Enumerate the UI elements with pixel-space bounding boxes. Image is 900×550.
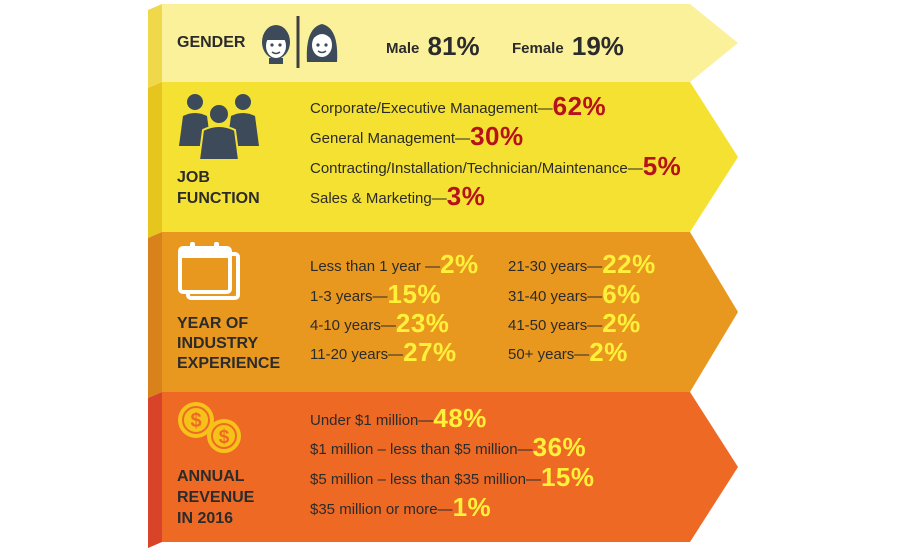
- left-edge-revenue: [148, 392, 162, 548]
- revenue-item-value: 48%: [433, 403, 487, 433]
- revenue-heading-line2: REVENUE: [177, 489, 255, 506]
- experience-item-label: Less than 1 year —: [310, 258, 441, 275]
- experience-item: 21-30 years—22%: [508, 251, 656, 277]
- experience-item-value: 2%: [602, 308, 641, 338]
- left-edge-gender: [148, 4, 162, 88]
- experience-heading-line2: INDUSTRY: [177, 335, 259, 352]
- experience-item-label: 41-50 years—: [508, 317, 603, 334]
- experience-item: 4-10 years—23%: [310, 310, 449, 336]
- experience-item-label: 31-40 years—: [508, 288, 603, 305]
- experience-heading-line1: YEAR OF: [177, 315, 249, 332]
- experience-item-label: 21-30 years—: [508, 258, 603, 275]
- revenue-item: $5 million – less than $35 million—15%: [310, 464, 595, 490]
- experience-item: 41-50 years—2%: [508, 310, 641, 336]
- female-face-icon: [306, 24, 338, 62]
- revenue-item-value: 36%: [532, 432, 587, 462]
- revenue-item-value: 15%: [540, 462, 595, 492]
- coins-icon: $ $: [178, 402, 241, 453]
- experience-heading-line3: EXPERIENCE: [177, 355, 281, 372]
- job-heading-line2: FUNCTION: [177, 190, 260, 207]
- left-edge-experience: [148, 232, 162, 398]
- experience-item: 1-3 years—15%: [310, 281, 441, 307]
- job-item-label: General Management—: [310, 130, 471, 147]
- experience-band: [162, 232, 738, 392]
- male-value: 81%: [427, 31, 480, 61]
- job-band: [162, 82, 738, 232]
- revenue-item: $35 million or more—1%: [310, 494, 491, 520]
- experience-item: 11-20 years—27%: [310, 339, 457, 365]
- revenue-item-label: $35 million or more—: [310, 501, 453, 518]
- experience-item-value: 2%: [440, 249, 479, 279]
- job-item-label: Corporate/Executive Management—: [310, 100, 553, 117]
- job-item-value: 5%: [642, 151, 682, 181]
- female-label: Female: [512, 40, 564, 57]
- job-item-value: 62%: [552, 91, 607, 121]
- job-item-value: 3%: [446, 181, 486, 211]
- female-value: 19%: [571, 31, 624, 61]
- revenue-item-value: 1%: [452, 492, 492, 522]
- revenue-item: Under $1 million—48%: [310, 405, 487, 431]
- experience-item-value: 23%: [395, 308, 450, 338]
- revenue-item-label: $5 million – less than $35 million—: [310, 471, 541, 488]
- job-item: Contracting/Installation/Technician/Main…: [310, 153, 681, 179]
- experience-item-value: 6%: [602, 279, 641, 309]
- experience-item: 50+ years—2%: [508, 339, 628, 365]
- job-item: General Management—30%: [310, 123, 524, 149]
- job-item-label: Sales & Marketing—: [310, 190, 447, 207]
- experience-item-value: 27%: [403, 337, 457, 367]
- people-group-icon: [179, 94, 259, 160]
- female-stat: Female 19%: [512, 31, 624, 62]
- job-item-value: 30%: [470, 121, 524, 151]
- job-item: Sales & Marketing—3%: [310, 183, 485, 209]
- revenue-item-label: Under $1 million—: [310, 412, 434, 429]
- svg-text:$: $: [190, 410, 201, 432]
- experience-item-value: 15%: [387, 279, 442, 309]
- left-edge-job: [148, 82, 162, 238]
- experience-item-label: 11-20 years—: [310, 346, 404, 363]
- job-item-label: Contracting/Installation/Technician/Main…: [310, 160, 643, 177]
- experience-item-label: 4-10 years—: [310, 317, 396, 334]
- experience-item: Less than 1 year —2%: [310, 251, 479, 277]
- experience-item-label: 1-3 years—: [310, 288, 388, 305]
- gender-band: [162, 4, 738, 82]
- svg-text:$: $: [219, 427, 230, 448]
- male-label: Male: [386, 40, 420, 57]
- calendar-icon: [178, 242, 240, 300]
- experience-item-value: 2%: [589, 337, 628, 367]
- male-face-icon: [262, 25, 290, 64]
- experience-item: 31-40 years—6%: [508, 281, 641, 307]
- experience-item-value: 22%: [602, 249, 656, 279]
- revenue-item-label: $1 million – less than $5 million—: [310, 441, 533, 458]
- job-heading-line1: JOB: [177, 169, 210, 186]
- revenue-band: [162, 392, 738, 542]
- revenue-heading-line1: ANNUAL: [177, 468, 245, 485]
- gender-heading: GENDER: [177, 34, 246, 51]
- revenue-heading-line3: IN 2016: [177, 510, 234, 527]
- experience-item-label: 50+ years—: [508, 346, 590, 363]
- job-item: Corporate/Executive Management—62%: [310, 93, 606, 119]
- revenue-item: $1 million – less than $5 million—36%: [310, 434, 586, 460]
- male-stat: Male 81%: [386, 31, 480, 62]
